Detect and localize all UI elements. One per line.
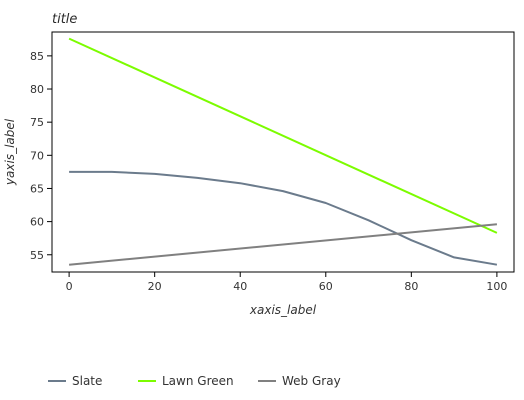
y-tick-label: 85: [30, 50, 44, 63]
y-tick-label: 70: [30, 149, 44, 162]
y-axis-label: yaxis_label: [3, 118, 17, 186]
x-tick-label: 80: [404, 280, 418, 293]
legend-label-web-gray: Web Gray: [282, 374, 341, 388]
x-axis-label: xaxis_label: [249, 303, 317, 317]
x-tick-label: 40: [233, 280, 247, 293]
series-line-lawn-green: [68, 37, 498, 234]
x-tick-label: 20: [148, 280, 162, 293]
legend: Slate Lawn Green Web Gray: [48, 374, 341, 388]
plot-area-border: [51, 31, 515, 273]
x-tick-label: 60: [319, 280, 333, 293]
legend-label-lawn-green: Lawn Green: [162, 374, 234, 388]
y-tick-label: 60: [30, 216, 44, 229]
chart-title: title: [52, 12, 77, 27]
y-tick-label: 80: [30, 83, 44, 96]
x-tick-label: 0: [66, 280, 73, 293]
x-axis-ticks: 0 20 40 60 80 100: [66, 272, 507, 293]
y-tick-label: 75: [30, 116, 44, 129]
y-tick-label: 55: [30, 249, 44, 262]
y-axis-ticks: 55 60 65 70 75 80 85: [30, 50, 52, 262]
legend-label-slate: Slate: [72, 374, 102, 388]
series-line-web-gray: [69, 223, 497, 266]
series-layer: [68, 37, 498, 266]
series-line-slate: [69, 170, 498, 266]
y-tick-label: 65: [30, 182, 44, 195]
x-tick-label: 100: [486, 280, 507, 293]
